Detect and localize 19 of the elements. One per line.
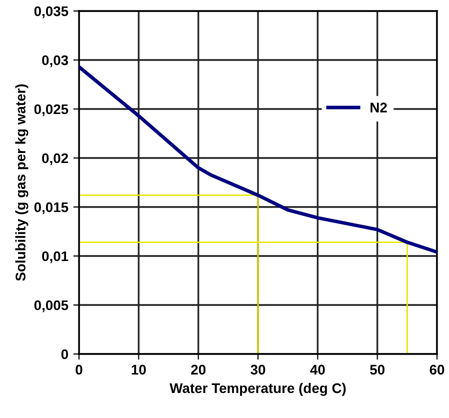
x-tick-label: 60 bbox=[430, 364, 444, 375]
y-tick-label: 0,025 bbox=[34, 104, 68, 116]
y-tick-label: 0,005 bbox=[34, 300, 68, 312]
y-tick-label: 0,01 bbox=[42, 251, 68, 264]
y-tick-label: 0,015 bbox=[34, 202, 68, 214]
legend-label: N2 bbox=[370, 102, 387, 112]
y-tick-label: 0 bbox=[61, 349, 68, 360]
x-tick-label: 30 bbox=[250, 364, 266, 375]
y-tick-label: 0,035 bbox=[34, 6, 68, 18]
x-tick-label: 20 bbox=[191, 364, 206, 375]
y-tick-label: 0,02 bbox=[42, 153, 68, 166]
x-tick-label: 50 bbox=[370, 364, 384, 375]
y-axis-title: Solubility (g gas per kg water) bbox=[15, 84, 28, 281]
y-tick-label: 0,03 bbox=[42, 55, 68, 68]
x-tick-label: 10 bbox=[132, 364, 146, 375]
x-axis-title: Water Temperature (deg C) bbox=[170, 382, 346, 396]
line-series bbox=[79, 65, 437, 254]
x-tick-label: 40 bbox=[310, 364, 325, 375]
x-tick-label: 0 bbox=[76, 364, 82, 375]
